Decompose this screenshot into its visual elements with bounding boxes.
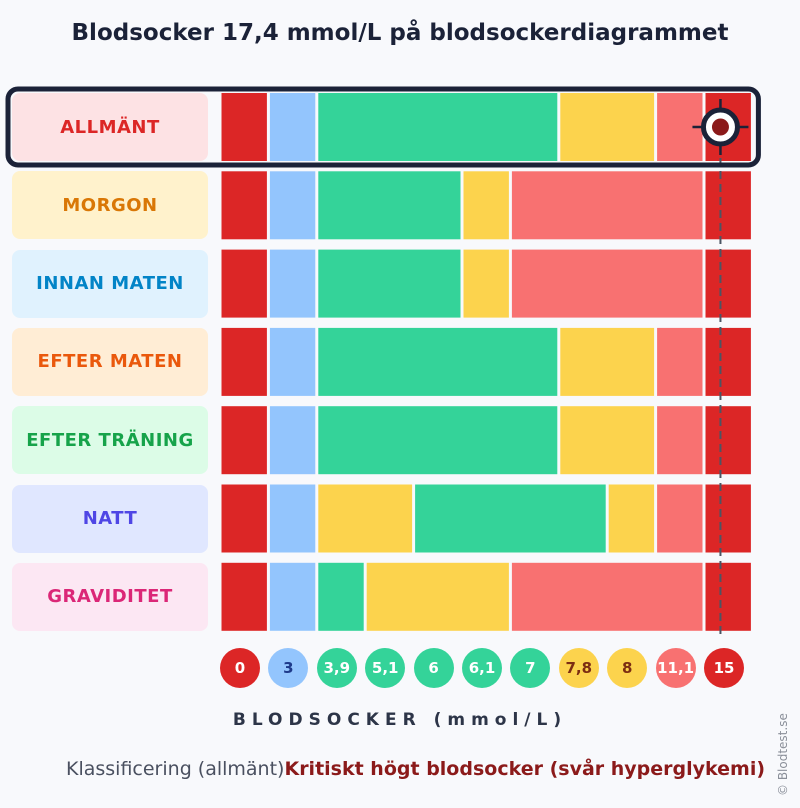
segment-critical xyxy=(221,406,267,475)
segment-elevated xyxy=(366,562,509,631)
segment-critical xyxy=(221,562,267,631)
segment-critical xyxy=(705,562,751,631)
tick-label: 0 xyxy=(220,648,260,688)
segment-low xyxy=(269,562,316,631)
tick-label: 8 xyxy=(607,648,648,688)
value-marker-dot xyxy=(711,118,729,136)
segment-elevated xyxy=(560,327,655,396)
segment-normal xyxy=(318,562,364,631)
row-label: ALLMÄNT xyxy=(12,93,208,161)
segment-critical xyxy=(705,327,751,396)
segment-elevated xyxy=(318,484,413,553)
segment-critical xyxy=(705,406,751,475)
row-label: NATT xyxy=(12,484,208,553)
row-label: EFTER TRÄNING xyxy=(12,406,208,475)
segment-low xyxy=(269,171,316,240)
tick-label: 7,8 xyxy=(558,648,599,688)
segment-low xyxy=(269,327,316,396)
segment-critical xyxy=(221,327,267,396)
classification-label: Klassificering (allmänt) xyxy=(66,758,285,780)
row-label: MORGON xyxy=(12,171,208,240)
segment-critical xyxy=(221,484,267,553)
tick-label: 7 xyxy=(510,648,551,688)
segment-critical xyxy=(221,249,267,318)
segment-high xyxy=(511,249,703,318)
segment-high xyxy=(657,327,703,396)
chart-title: Blodsocker 17,4 mmol/L på blodsockerdiag… xyxy=(71,20,729,46)
segment-critical xyxy=(221,93,267,161)
tick-label: 3,9 xyxy=(316,648,357,688)
segment-high xyxy=(511,171,703,240)
segment-critical xyxy=(705,249,751,318)
segment-elevated xyxy=(560,406,655,475)
segment-elevated xyxy=(463,171,509,240)
segment-high xyxy=(657,406,703,475)
tick-label: 6,1 xyxy=(462,648,502,688)
segment-high xyxy=(657,484,703,553)
segment-low xyxy=(269,484,316,553)
segment-normal xyxy=(318,93,558,161)
segment-normal xyxy=(415,484,606,553)
tick-label: 6 xyxy=(413,648,454,688)
classification-value: Kritiskt högt blodsocker (svår hyperglyk… xyxy=(284,758,766,780)
row-label: EFTER MATEN xyxy=(12,327,208,396)
segment-low xyxy=(269,406,316,475)
segment-high xyxy=(511,562,703,631)
tick-label: 15 xyxy=(704,648,744,688)
segment-normal xyxy=(318,249,461,318)
segment-low xyxy=(269,249,316,318)
segment-elevated xyxy=(608,484,655,553)
segment-critical xyxy=(705,484,751,553)
tick-label: 3 xyxy=(268,648,309,688)
row-label: GRAVIDITET xyxy=(12,562,208,631)
tick-label: 11,1 xyxy=(655,648,696,688)
segment-elevated xyxy=(463,249,509,318)
x-axis-label: BLODSOCKER (mmol/L) xyxy=(232,710,568,730)
tick-label: 5,1 xyxy=(365,648,406,688)
row-label: INNAN MATEN xyxy=(12,249,208,318)
segment-critical xyxy=(221,171,267,240)
segment-normal xyxy=(318,171,461,240)
highlight-frame xyxy=(5,86,761,168)
segment-low xyxy=(269,93,316,161)
copyright-text: © Blodtest.se xyxy=(776,713,790,796)
segment-critical xyxy=(705,171,751,240)
segment-normal xyxy=(318,327,558,396)
segment-elevated xyxy=(560,93,655,161)
classification: Klassificering (allmänt)Kritiskt högt bl… xyxy=(66,758,765,780)
segment-normal xyxy=(318,406,558,475)
